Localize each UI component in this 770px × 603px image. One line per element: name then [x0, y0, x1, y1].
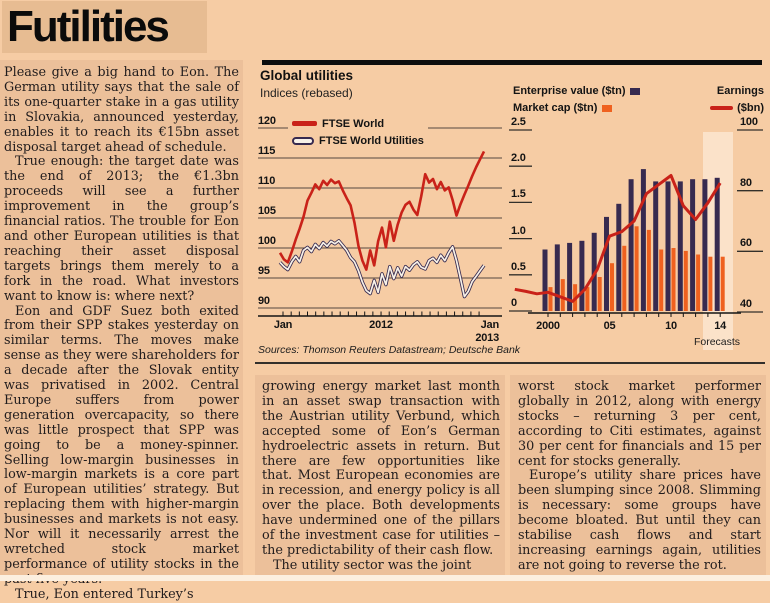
earnings-line	[514, 174, 722, 303]
red-line-swatch-icon	[710, 106, 734, 110]
legend-label-earnings-unit: ($bn)	[737, 102, 764, 114]
outlined-line-swatch-icon	[292, 136, 314, 145]
x-axis-label: 05	[603, 320, 616, 332]
left-y-axis-label: 1.5	[511, 188, 526, 201]
enterprise-value-bar	[567, 242, 573, 311]
market-cap-bar	[610, 263, 614, 311]
enterprise-value-bar	[542, 249, 548, 311]
market-cap-bar	[708, 256, 713, 311]
ftse-world-utilities-line	[279, 239, 485, 298]
enterprise-value-bar	[690, 179, 696, 311]
left-y-axis-label: 2.5	[511, 116, 526, 128]
y-axis-label: 115	[258, 145, 276, 157]
ftse-world-line	[278, 150, 486, 271]
chart-panel-subtitle: Indices (rebased)	[260, 86, 353, 100]
market-cap-bar	[560, 279, 565, 311]
market-cap-bar	[646, 229, 651, 311]
market-cap-bar	[671, 248, 676, 311]
y-axis-label: 90	[258, 295, 270, 307]
y-axis-label: 100	[258, 235, 276, 247]
chart-panel-title: Global utilities	[260, 68, 354, 83]
enterprise-value-bar	[554, 244, 560, 311]
x-axis-label: Jan	[273, 319, 293, 331]
legend-label-earnings: Earnings	[716, 85, 764, 97]
enterprise-value-bar	[616, 203, 622, 311]
chart-panel: Global utilities Indices (rebased) FTSE …	[255, 58, 765, 365]
y-axis-label: 110	[258, 175, 276, 187]
x-axis-label: 2012	[369, 319, 393, 331]
market-cap-bar	[720, 256, 725, 311]
market-cap-bar	[634, 226, 639, 311]
market-cap-bar	[683, 250, 688, 311]
enterprise-value-bar	[640, 169, 646, 311]
y-axis-label: 95	[258, 265, 270, 277]
enterprise-value-bar	[628, 179, 634, 311]
article-paragraph: True, Eon entered Turkey’s	[15, 586, 194, 602]
x-axis-label: 14	[714, 320, 727, 332]
y-axis-label: 105	[258, 205, 276, 217]
left-y-axis-label: 0.5	[511, 260, 526, 273]
right-y-axis-label: 60	[740, 237, 752, 250]
page-bottom-margin	[0, 575, 770, 581]
sources-note: Sources: Thomson Reuters Datastream; Deu…	[258, 344, 521, 356]
legend-row-ftse-utilities: FTSE World Utilities	[292, 134, 424, 147]
navy-bar-swatch-icon	[630, 87, 641, 95]
enterprise-value-bar	[653, 181, 659, 311]
valuation-chart-legend-row-1: Enterprise value ($tn) Earnings	[513, 85, 764, 97]
article-paragraph: The utility sector was the joint	[273, 557, 472, 573]
x-axis-label: 10	[665, 320, 677, 332]
article-title-box: Futilities	[2, 1, 207, 53]
enterprise-value-bar	[665, 181, 671, 311]
x-axis-label: Jan	[480, 319, 500, 331]
panel-top-rule	[262, 60, 762, 65]
article-paragraph: True enough: the target date was the end…	[4, 154, 239, 304]
right-y-axis-label: 80	[740, 176, 752, 189]
enterprise-value-bar	[677, 181, 683, 311]
legend-label-enterprise-value: Enterprise value ($tn)	[513, 85, 626, 97]
red-line-swatch-icon	[292, 121, 317, 126]
enterprise-value-bar	[714, 177, 720, 311]
article-paragraph: growing energy market last month in an a…	[262, 379, 500, 558]
market-cap-bar	[585, 287, 590, 311]
left-y-axis-label: 0	[511, 297, 517, 309]
panel-bottom-rule	[255, 362, 765, 364]
market-cap-bar	[622, 245, 627, 311]
market-cap-bar	[597, 277, 602, 311]
enterprise-value-bar	[579, 240, 585, 311]
enterprise-value-bar	[604, 216, 609, 311]
legend-label-ftse-world: FTSE World	[322, 117, 385, 130]
right-y-axis-label: 100	[740, 116, 758, 128]
left-y-axis-label: 1.0	[511, 224, 526, 237]
y-axis-label: 120	[258, 115, 276, 127]
ftse-chart-legend: FTSE World FTSE World Utilities	[288, 115, 428, 149]
x-axis-label: 2000	[536, 320, 560, 332]
left-y-axis-label: 2.0	[511, 152, 526, 165]
article-title: Futilities	[7, 2, 170, 51]
forecasts-label: Forecasts	[693, 336, 741, 348]
article-column-left: Please give a big hand to Eon. The Germa…	[0, 60, 243, 602]
market-cap-bar	[659, 249, 664, 311]
charts-canvas	[258, 127, 763, 317]
legend-label-market-cap: Market cap ($tn)	[513, 102, 598, 114]
enterprise-value-bar	[702, 179, 708, 311]
legend-label-ftse-utilities: FTSE World Utilities	[319, 134, 424, 147]
article-paragraph: Eon and GDF Suez both exited from their …	[4, 303, 239, 587]
article-column-middle: growing energy market last month in an a…	[255, 375, 505, 575]
market-cap-bar	[696, 254, 701, 311]
legend-row-ftse-world: FTSE World	[292, 117, 424, 130]
market-cap-bar	[548, 287, 553, 311]
x-axis-label: 2013	[475, 332, 499, 344]
article-paragraph: worst stock market performer globally in…	[518, 379, 761, 469]
right-y-axis-label: 40	[740, 298, 752, 310]
article-paragraph: Please give a big hand to Eon. The Germa…	[4, 65, 239, 155]
article-column-right: worst stock market performer globally in…	[510, 375, 766, 575]
article-paragraph: Europe’s utility share prices have been …	[518, 468, 761, 573]
orange-bar-swatch-icon	[602, 104, 613, 112]
valuation-chart-legend-row-2: Market cap ($tn) ($bn)	[513, 102, 764, 114]
